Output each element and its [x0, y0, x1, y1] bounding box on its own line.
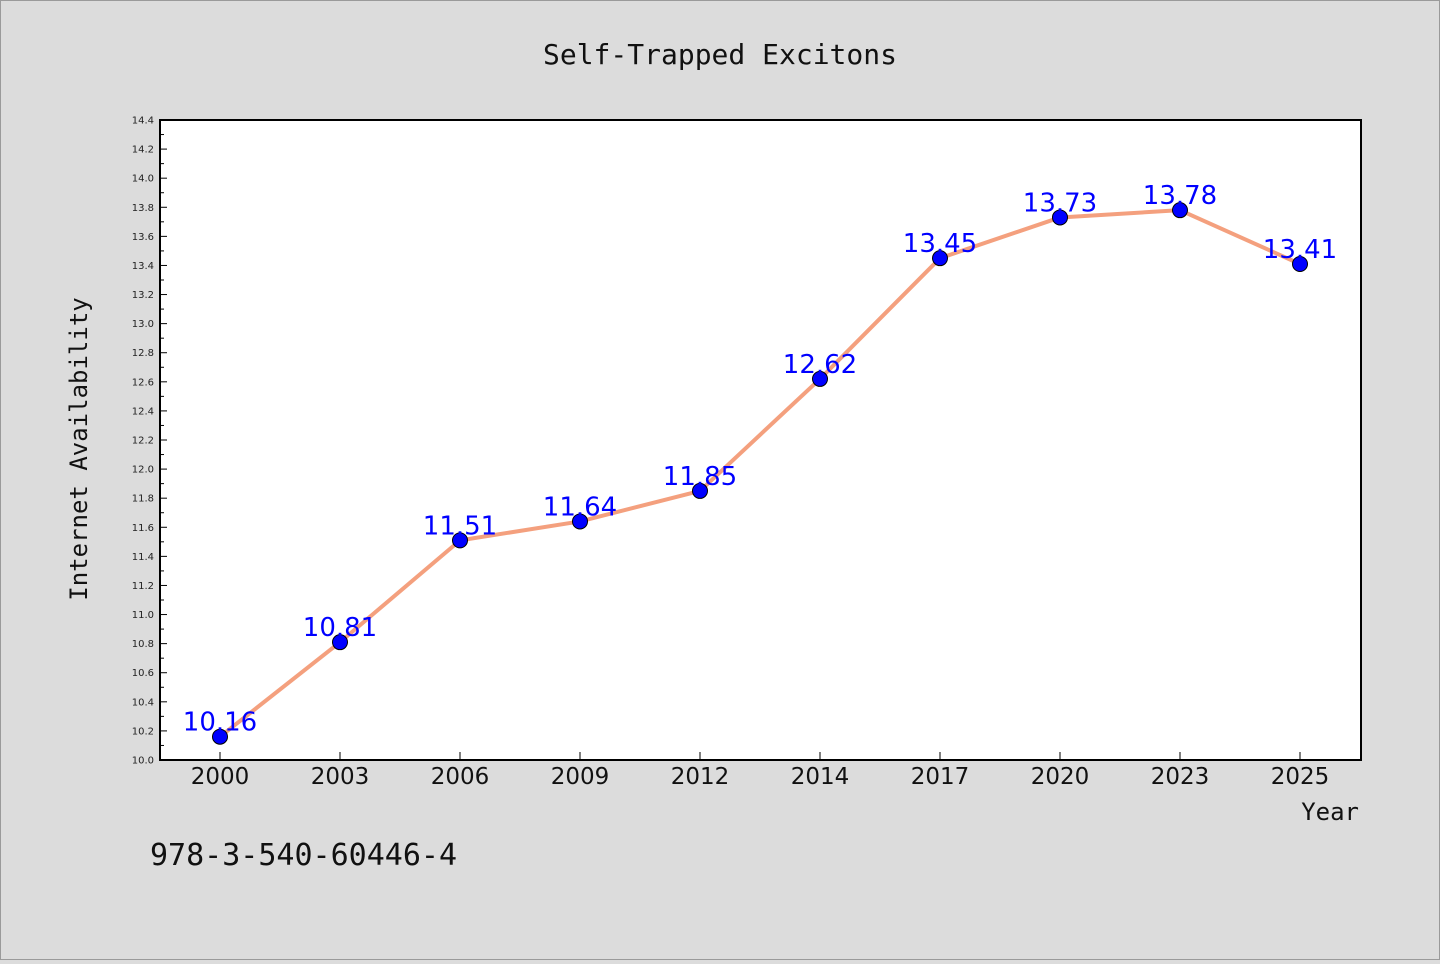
data-labels: 10.16 10.81 11.51 11.64 11.85 12.62 13.45 13.73…: [183, 181, 1337, 738]
data-label: 13.45: [903, 229, 977, 259]
plot-area: [159, 119, 1362, 761]
data-label: 10.81: [303, 613, 377, 643]
x-axis-label: Year: [1301, 798, 1359, 826]
data-point: [1052, 209, 1068, 226]
y-tick-label: 10.6: [132, 668, 154, 679]
data-point: [932, 250, 948, 267]
y-tick-label: 10.0: [132, 756, 154, 767]
x-tick-label: 2023: [1151, 764, 1210, 790]
x-tick-label: 2025: [1271, 764, 1330, 790]
y-tick-label: 11.0: [132, 610, 154, 621]
x-tick-label: 2017: [911, 764, 970, 790]
y-tick-label: 13.0: [132, 319, 154, 330]
y-tick-label: 10.8: [132, 639, 154, 650]
chart-title: Self-Trapped Excitons: [543, 38, 897, 71]
data-label: 13.41: [1263, 235, 1337, 265]
y-tick-label: 13.2: [132, 290, 154, 301]
data-label: 11.64: [543, 492, 617, 522]
y-tick-label: 11.8: [132, 494, 154, 505]
data-point: [812, 370, 828, 387]
y-tick-label: 12.2: [132, 436, 154, 447]
data-point: [332, 634, 348, 651]
data-point: [572, 513, 588, 530]
y-tick-label: 11.4: [132, 552, 154, 563]
x-tick-label: 2012: [671, 764, 730, 790]
data-point: [452, 532, 468, 549]
y-tick-label: 12.4: [132, 406, 154, 417]
y-tick-label: 14.2: [132, 145, 154, 156]
series-layer: [212, 202, 1308, 745]
x-tick-label: 2020: [1031, 764, 1090, 790]
x-tick-label: 2006: [431, 764, 490, 790]
y-tick-label: 13.4: [132, 261, 154, 272]
y-tick-label: 14.4: [132, 116, 154, 127]
data-point: [1292, 256, 1308, 272]
x-tick-label: 2014: [791, 764, 850, 790]
x-axis-ticks: 2000 2003 2006 2009 2012 2014 2017 2020 2023 2025: [191, 752, 1330, 790]
isbn-annotation: 978-3-540-60446-4: [150, 838, 457, 873]
data-label: 11.85: [663, 462, 737, 492]
data-point: [1172, 202, 1188, 219]
data-label: 11.51: [423, 511, 497, 541]
data-point: [692, 482, 708, 499]
data-label: 13.78: [1143, 181, 1217, 211]
x-tick-label: 2003: [311, 764, 370, 790]
x-tick-label: 2000: [191, 764, 250, 790]
y-tick-label: 14.0: [132, 174, 154, 185]
data-label: 13.73: [1023, 188, 1097, 218]
y-tick-label: 13.8: [132, 203, 154, 214]
y-axis-ticks: 10.0 10.2 10.4 10.6 10.8 11.0 11.2 11.4 11.6 11.8…: [132, 116, 167, 767]
y-tick-label: 13.6: [132, 232, 154, 243]
y-tick-label: 12.8: [132, 348, 154, 359]
data-point: [212, 728, 228, 745]
y-tick-label: 10.4: [132, 697, 154, 708]
y-tick-label: 12.0: [132, 465, 154, 476]
series-line: [218, 208, 1302, 739]
y-tick-label: 12.6: [132, 377, 154, 388]
data-label: 12.62: [783, 350, 857, 380]
data-label: 10.16: [183, 708, 257, 738]
y-tick-label: 11.6: [132, 523, 154, 534]
y-tick-label: 10.2: [132, 726, 154, 737]
y-axis-label: Internet Availability: [65, 297, 93, 600]
y-tick-label: 11.2: [132, 581, 154, 592]
x-tick-label: 2009: [551, 764, 610, 790]
